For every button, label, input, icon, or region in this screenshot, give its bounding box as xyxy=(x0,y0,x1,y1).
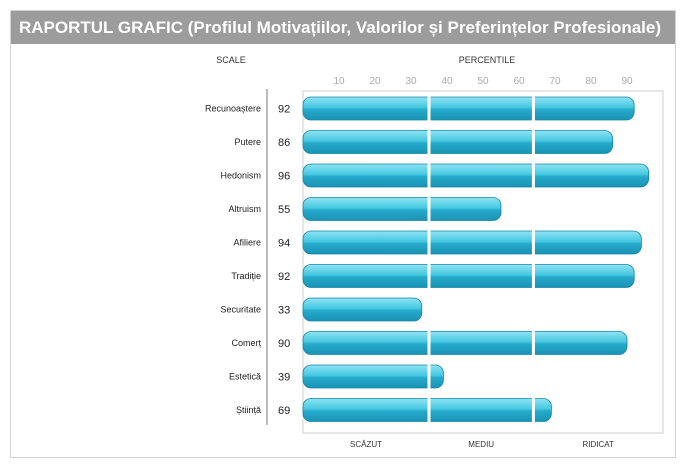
x-tick-label: 50 xyxy=(477,76,489,87)
zone-divider xyxy=(427,263,431,289)
x-tick-label: 40 xyxy=(441,76,453,87)
value-label: 33 xyxy=(278,305,290,317)
value-label: 86 xyxy=(278,137,290,149)
zone-divider xyxy=(531,230,535,255)
scale-header: SCALE xyxy=(216,55,246,65)
zone-divider xyxy=(427,129,431,155)
bar xyxy=(302,163,650,188)
category-label: Comerț xyxy=(231,338,261,348)
category-label: Estetică xyxy=(229,372,261,382)
zone-divider xyxy=(531,129,535,155)
value-label: 92 xyxy=(278,104,290,116)
zone-divider xyxy=(427,330,431,356)
value-label: 69 xyxy=(278,405,290,417)
category-label: Recunoaștere xyxy=(205,104,261,114)
value-label: 39 xyxy=(278,372,290,384)
chart-svg: SCALE PERCENTILE 10 20 30 40 50 60 70 80 90 Recu… xyxy=(205,55,664,449)
zone-divider xyxy=(427,163,431,188)
category-label: Afiliere xyxy=(233,238,261,248)
x-tick-label: 80 xyxy=(585,76,597,87)
chart-title: RAPORTUL GRAFIC (Profilul Motivațiilor, … xyxy=(11,11,675,44)
zone-divider xyxy=(427,196,431,222)
zone-divider xyxy=(427,397,431,423)
category-label: Hedonism xyxy=(220,171,261,181)
x-tick-label: 10 xyxy=(333,76,345,87)
x-tick-label: 60 xyxy=(513,76,525,87)
bar xyxy=(302,331,628,355)
zone-divider xyxy=(531,263,535,289)
bar xyxy=(302,197,502,221)
bar xyxy=(302,130,614,154)
zone-label: RIDICAT xyxy=(582,440,614,449)
x-tick-label: 90 xyxy=(621,76,633,87)
category-label: Știință xyxy=(236,405,261,415)
value-label: 92 xyxy=(278,271,290,283)
zone-divider xyxy=(531,163,535,188)
zone-divider xyxy=(531,330,535,356)
zone-divider xyxy=(531,397,535,423)
bar xyxy=(302,264,635,288)
bar xyxy=(302,398,552,422)
zone-divider xyxy=(427,230,431,255)
value-label: 90 xyxy=(278,338,290,350)
bar xyxy=(302,96,635,121)
x-tick-label: 20 xyxy=(369,76,381,87)
category-label: Altruism xyxy=(228,204,261,214)
zone-divider xyxy=(531,96,535,121)
zone-label: SCĂZUT xyxy=(350,440,382,449)
x-tick-label: 70 xyxy=(549,76,561,87)
zone-label: MEDIU xyxy=(468,440,494,449)
category-label: Putere xyxy=(234,137,261,147)
value-label: 96 xyxy=(278,171,290,183)
percentile-header: PERCENTILE xyxy=(459,55,516,65)
value-label: 94 xyxy=(278,238,290,250)
zone-divider xyxy=(427,96,431,121)
bar xyxy=(302,230,642,255)
category-label: Securitate xyxy=(220,305,261,315)
bar xyxy=(302,297,423,322)
zone-divider xyxy=(427,364,431,389)
plot-frame xyxy=(302,90,664,434)
category-label: Tradiție xyxy=(231,271,261,281)
value-label: 55 xyxy=(278,204,290,216)
x-tick-label: 30 xyxy=(405,76,417,87)
bar xyxy=(302,364,444,389)
chart-frame: RAPORTUL GRAFIC (Profilul Motivațiilor, … xyxy=(10,10,676,458)
